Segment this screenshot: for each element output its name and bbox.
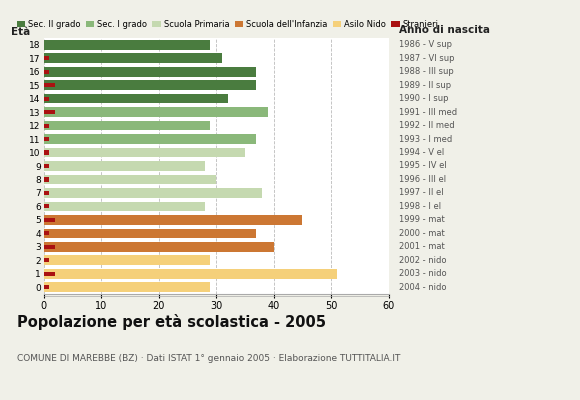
Text: 1997 - II el: 1997 - II el (399, 188, 444, 198)
Text: 1994 - V el: 1994 - V el (399, 148, 444, 157)
Bar (44, 124, 49, 128)
Bar (44, 285, 49, 289)
Bar (44, 110, 55, 114)
Bar (44, 228, 256, 238)
Bar (44, 150, 49, 154)
Text: 2002 - nido: 2002 - nido (399, 256, 446, 265)
Text: 1995 - IV el: 1995 - IV el (399, 162, 447, 170)
Bar (44, 148, 245, 157)
Bar (44, 178, 49, 182)
Bar (44, 80, 256, 90)
Bar (44, 56, 49, 60)
Bar (44, 164, 49, 168)
Bar (44, 94, 227, 104)
Bar (44, 67, 256, 76)
Bar (44, 245, 55, 249)
Bar (44, 204, 49, 208)
Bar (44, 96, 49, 101)
Bar (44, 191, 49, 195)
Text: Età: Età (10, 27, 30, 37)
Bar (44, 83, 55, 87)
Text: COMUNE DI MAREBBE (BZ) · Dati ISTAT 1° gennaio 2005 · Elaborazione TUTTITALIA.IT: COMUNE DI MAREBBE (BZ) · Dati ISTAT 1° g… (17, 354, 401, 363)
Text: 2004 - nido: 2004 - nido (399, 283, 446, 292)
Text: 1999 - mat: 1999 - mat (399, 215, 444, 224)
Bar (44, 53, 222, 63)
Text: 1986 - V sup: 1986 - V sup (399, 40, 452, 49)
Bar (44, 137, 49, 141)
Text: 1989 - II sup: 1989 - II sup (399, 81, 451, 90)
Text: 1993 - I med: 1993 - I med (399, 134, 452, 144)
Text: 2000 - mat: 2000 - mat (399, 229, 444, 238)
Bar (44, 175, 216, 184)
Bar (44, 282, 211, 292)
Text: 1990 - I sup: 1990 - I sup (399, 94, 448, 103)
Bar (44, 40, 211, 50)
Bar (44, 242, 274, 252)
Bar (44, 218, 55, 222)
Bar (44, 202, 205, 211)
Legend: Sec. II grado, Sec. I grado, Scuola Primaria, Scuola dell'Infanzia, Asilo Nido, : Sec. II grado, Sec. I grado, Scuola Prim… (17, 20, 439, 29)
Text: 1992 - II med: 1992 - II med (399, 121, 455, 130)
Text: 2003 - nido: 2003 - nido (399, 269, 447, 278)
Text: 1996 - III el: 1996 - III el (399, 175, 446, 184)
Text: 1991 - III med: 1991 - III med (399, 108, 457, 117)
Text: Popolazione per età scolastica - 2005: Popolazione per età scolastica - 2005 (17, 314, 327, 330)
Bar (44, 256, 211, 265)
Bar (44, 107, 268, 117)
Bar (44, 161, 205, 171)
Text: Anno di nascita: Anno di nascita (399, 25, 490, 35)
Bar (44, 121, 211, 130)
Text: 1988 - III sup: 1988 - III sup (399, 67, 454, 76)
Bar (44, 134, 256, 144)
Bar (44, 272, 55, 276)
Bar (44, 188, 262, 198)
Bar (44, 215, 302, 225)
Bar (44, 258, 49, 262)
Bar (44, 70, 49, 74)
Bar (44, 231, 49, 236)
Text: 1987 - VI sup: 1987 - VI sup (399, 54, 454, 63)
Bar (44, 269, 337, 279)
Text: 1998 - I el: 1998 - I el (399, 202, 441, 211)
Text: 2001 - mat: 2001 - mat (399, 242, 444, 251)
